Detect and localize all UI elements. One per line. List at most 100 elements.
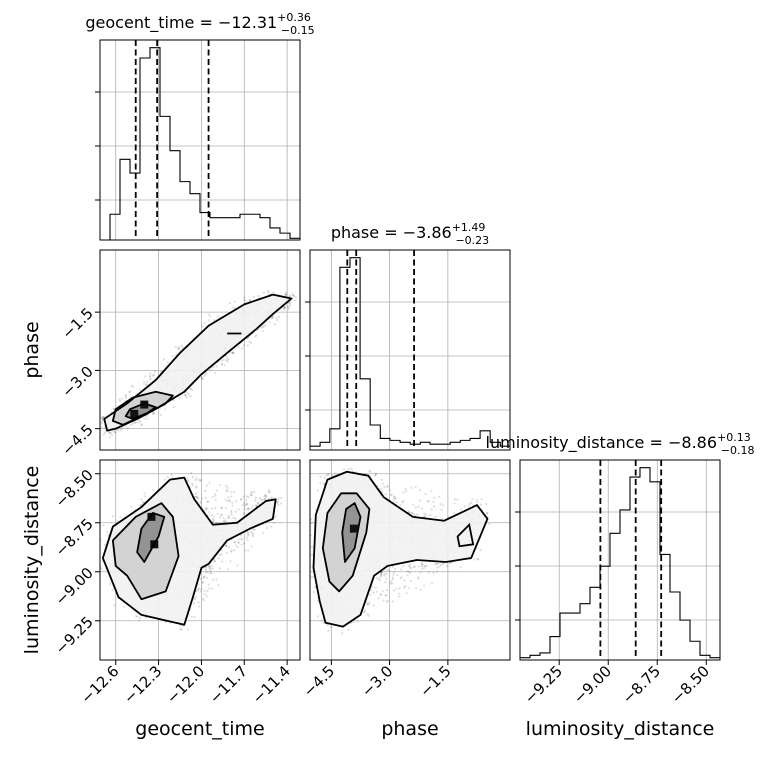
- sample-point: [381, 482, 384, 485]
- sample-point: [248, 299, 252, 302]
- sample-point: [261, 531, 265, 534]
- sample-point: [120, 429, 123, 432]
- density-geocent_time_vs_luminosity_distance: [100, 471, 283, 631]
- sample-point: [230, 513, 233, 516]
- sample-point: [246, 534, 250, 537]
- sample-point: [267, 289, 270, 293]
- sample-point: [273, 323, 277, 326]
- sample-point: [409, 579, 412, 583]
- sample-point: [184, 394, 187, 398]
- sample-point: [418, 489, 421, 492]
- sample-point: [217, 583, 220, 587]
- sample-point: [204, 496, 207, 499]
- sample-point: [243, 501, 246, 504]
- sample-point: [386, 485, 389, 489]
- sample-point: [479, 549, 482, 552]
- sample-point: [109, 582, 112, 585]
- sample-point: [215, 365, 218, 368]
- sample-point: [292, 294, 296, 298]
- hist-phase: [310, 257, 510, 447]
- sample-point: [114, 431, 117, 434]
- sample-point: [347, 628, 350, 631]
- sample-point: [216, 512, 219, 515]
- sample-point: [283, 308, 286, 311]
- sample-point: [379, 487, 382, 490]
- sample-point: [405, 490, 408, 493]
- sample-point: [436, 563, 439, 566]
- sample-point: [277, 497, 280, 500]
- sample-point: [228, 302, 232, 305]
- sample-point: [270, 496, 274, 499]
- sample-point: [140, 423, 143, 426]
- sample-point: [320, 620, 323, 623]
- sample-point: [352, 621, 355, 624]
- sample-point: [256, 501, 259, 504]
- sample-point: [203, 321, 206, 324]
- sample-point: [229, 550, 233, 553]
- sample-point: [207, 319, 210, 322]
- sample-point: [171, 354, 175, 358]
- contour-level-0: [103, 293, 293, 432]
- sample-point: [471, 498, 474, 501]
- sample-point: [251, 535, 255, 538]
- sample-point: [319, 475, 322, 478]
- sample-point: [187, 393, 190, 396]
- sample-point: [307, 542, 309, 544]
- sample-point: [432, 571, 435, 575]
- sample-point: [258, 497, 262, 500]
- sample-point: [264, 495, 268, 498]
- sample-point: [216, 315, 219, 318]
- sample-point: [109, 431, 112, 434]
- sample-point: [310, 554, 314, 557]
- sample-point: [432, 505, 436, 508]
- density-phase_vs_luminosity_distance: [307, 467, 491, 635]
- sample-point: [129, 390, 132, 393]
- sample-point: [280, 496, 283, 500]
- sample-point: [195, 496, 198, 499]
- sample-point: [413, 565, 416, 568]
- sample-point: [197, 601, 200, 604]
- sample-point: [152, 411, 155, 415]
- sample-point: [143, 375, 146, 378]
- sample-point: [190, 615, 193, 619]
- sample-point: [226, 356, 229, 359]
- sample-point: [430, 582, 434, 585]
- sample-point: [100, 426, 103, 429]
- sample-point: [264, 324, 267, 328]
- sample-point: [144, 616, 147, 619]
- sample-point: [220, 513, 223, 516]
- sample-point: [203, 374, 206, 377]
- sample-point: [250, 491, 253, 494]
- sample-point: [426, 500, 430, 503]
- sample-point: [261, 325, 264, 328]
- sample-point: [367, 603, 371, 606]
- sample-point: [233, 541, 237, 544]
- sample-point: [488, 522, 491, 526]
- sample-point: [453, 498, 457, 501]
- sample-point: [137, 619, 141, 622]
- ytick-label-phase: −1.5: [58, 304, 96, 342]
- sample-point: [244, 503, 248, 506]
- sample-point: [432, 500, 435, 504]
- sample-point: [101, 415, 105, 419]
- sample-point: [205, 576, 209, 580]
- sample-point: [201, 580, 204, 584]
- sample-point: [201, 581, 205, 584]
- sample-point: [201, 378, 204, 381]
- sample-point: [111, 589, 114, 592]
- sample-point: [271, 317, 274, 320]
- sample-point: [388, 569, 391, 572]
- sample-point: [398, 587, 401, 590]
- sample-point: [197, 478, 200, 481]
- sample-point: [368, 601, 371, 604]
- xtick-label-luminosity_distance: −9.00: [570, 662, 615, 707]
- sample-point: [372, 591, 375, 594]
- sample-point: [485, 502, 488, 506]
- sample-point: [391, 565, 394, 568]
- sample-point: [247, 495, 250, 499]
- sample-point: [108, 436, 111, 439]
- hist-luminosity_distance: [520, 467, 720, 659]
- sample-point: [225, 489, 228, 492]
- sample-point: [409, 571, 412, 575]
